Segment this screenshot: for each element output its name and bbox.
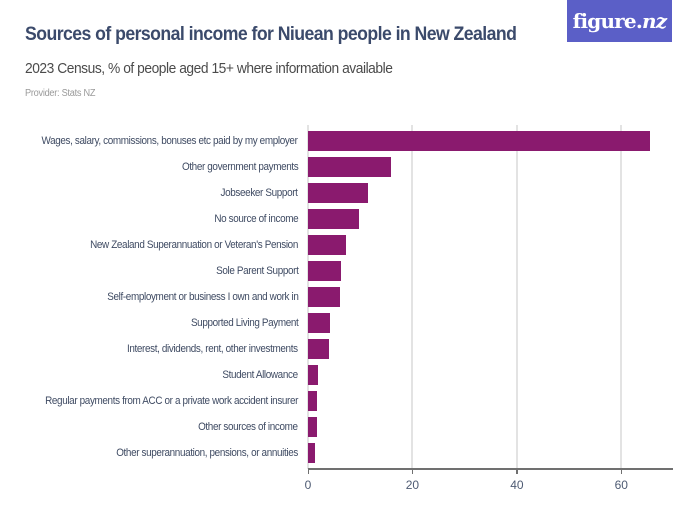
x-axis-tick-label: 40	[510, 478, 524, 492]
bar[interactable]	[308, 157, 391, 177]
bar[interactable]	[308, 261, 341, 281]
category-label: Jobseeker Support	[221, 187, 298, 199]
x-axis-tick	[516, 469, 518, 474]
data-provider: Provider: Stats NZ	[25, 88, 96, 99]
category-label: Student Allowance	[222, 369, 299, 381]
logo-text: figure.	[572, 9, 643, 33]
category-label: Other sources of income	[198, 421, 298, 433]
gridline	[620, 125, 623, 469]
logo-suffix: nz	[642, 9, 667, 33]
bar[interactable]	[308, 391, 318, 411]
bar[interactable]	[308, 235, 347, 255]
category-label: New Zealand Superannuation or Veteran's …	[90, 239, 298, 251]
bar[interactable]	[308, 131, 650, 151]
bar[interactable]	[308, 313, 330, 333]
category-label: Sole Parent Support	[215, 265, 299, 277]
x-axis-tick	[620, 469, 623, 474]
bar[interactable]	[308, 209, 360, 229]
bar[interactable]	[308, 287, 340, 307]
x-axis-tick-label: 20	[405, 478, 420, 492]
gridline	[515, 125, 518, 469]
gridline	[411, 125, 414, 469]
y-axis-line	[307, 125, 309, 469]
bar[interactable]	[308, 443, 315, 463]
x-axis-tick	[411, 469, 414, 474]
chart-subtitle: 2023 Census, % of people aged 15+ where …	[25, 60, 393, 77]
category-label: Regular payments from ACC or a private w…	[45, 395, 298, 407]
chart-title: Sources of personal income for Niuean pe…	[25, 24, 517, 45]
bar[interactable]	[308, 183, 369, 203]
category-label: Other superannuation, pensions, or annui…	[116, 447, 298, 459]
category-label: No source of income	[214, 213, 298, 225]
category-label: Other government payments	[181, 161, 299, 173]
figure-nz-logo[interactable]: figure. nz	[567, 0, 672, 42]
category-label: Self-employment or business I own and wo…	[106, 291, 299, 303]
x-axis-line	[308, 468, 673, 470]
category-label: Interest, dividends, rent, other investm…	[127, 343, 298, 355]
bar[interactable]	[308, 417, 317, 437]
bar[interactable]	[308, 365, 319, 385]
x-axis-tick-label: 60	[614, 478, 628, 492]
x-axis-tick	[307, 469, 309, 474]
x-axis-tick-label: 0	[304, 478, 312, 492]
category-label: Wages, salary, commissions, bonuses etc …	[41, 135, 298, 147]
category-label: Supported Living Payment	[190, 317, 299, 329]
bar[interactable]	[308, 339, 329, 359]
